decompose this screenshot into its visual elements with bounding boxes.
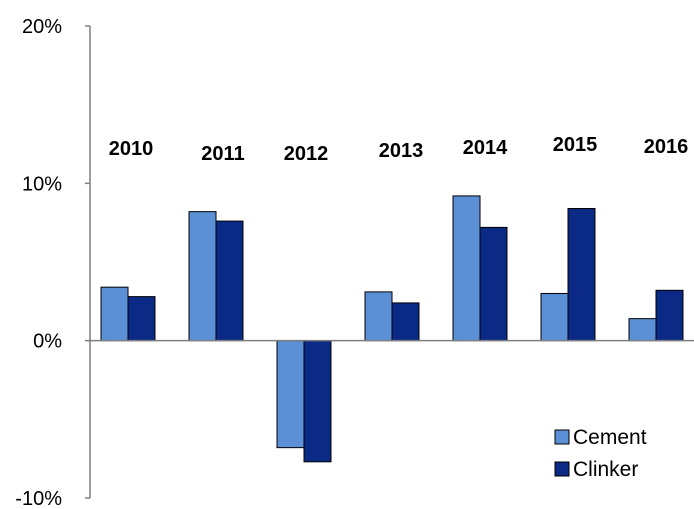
bar-cement-2011 <box>188 211 217 342</box>
bars <box>100 195 684 463</box>
legend: Cement Clinker <box>554 426 647 481</box>
category-label-2016: 2016 <box>644 136 689 158</box>
category-label-2011: 2011 <box>201 143 244 165</box>
bar-cement-2013 <box>364 291 393 342</box>
legend-label-cement: Cement <box>573 426 647 449</box>
bar-cement-2016 <box>628 318 657 342</box>
y-tick-label: 0% <box>33 331 62 353</box>
category-label-2010: 2010 <box>109 138 154 160</box>
y-tick-label: 10% <box>22 173 62 195</box>
bar-clinker-2012 <box>303 340 332 463</box>
category-label-2014: 2014 <box>463 137 508 159</box>
bar-clinker-2016 <box>655 289 684 342</box>
legend-label-clinker: Clinker <box>573 458 638 481</box>
bar-cement-2010 <box>100 286 129 342</box>
bar-clinker-2013 <box>391 302 420 342</box>
bar-cement-2012 <box>276 340 305 449</box>
y-tick-label: 20% <box>22 16 62 38</box>
category-labels: 2010 2011 2012 2013 2014 2015 2016 <box>109 134 689 165</box>
bar-cement-2014 <box>452 195 481 342</box>
bar-cement-2015 <box>540 292 569 342</box>
y-tick-label: -10% <box>15 488 62 509</box>
category-label-2013: 2013 <box>379 140 424 162</box>
bar-clinker-2015 <box>567 208 596 342</box>
category-label-2015: 2015 <box>553 134 598 156</box>
legend-swatch-clinker <box>554 461 570 477</box>
bar-clinker-2010 <box>127 296 156 342</box>
y-axis: -10% 0% 10% 20% <box>15 16 91 509</box>
bar-clinker-2011 <box>215 220 244 342</box>
category-label-2012: 2012 <box>284 143 329 165</box>
bar-clinker-2014 <box>479 226 508 342</box>
legend-swatch-cement <box>554 429 570 445</box>
